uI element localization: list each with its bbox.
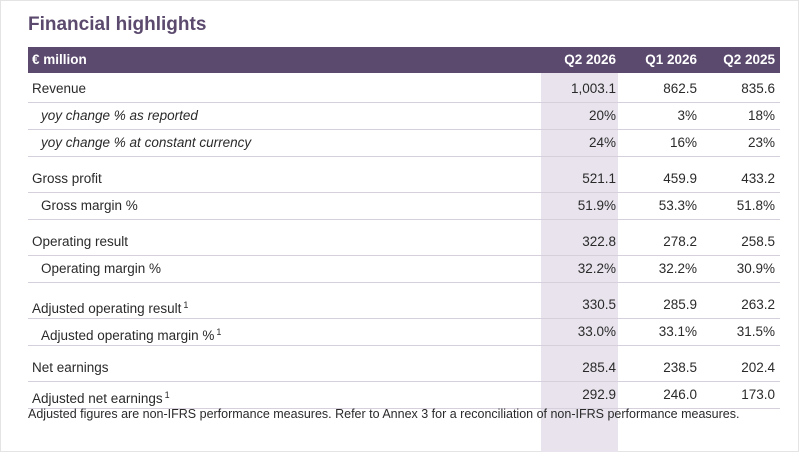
row-value-q2-2026: 521.1 xyxy=(582,171,616,186)
row-value-q2-2026: 20% xyxy=(588,108,616,123)
page-title: Financial highlights xyxy=(28,14,207,35)
row-value-q1-2026: 3% xyxy=(677,108,697,123)
row-value-q2-2025: 51.8% xyxy=(736,198,775,213)
row-value-q1-2026: 238.5 xyxy=(663,360,697,375)
table-row: Operating result 322.8 278.2 258.5 xyxy=(28,229,780,256)
footnote-text: Adjusted figures are non-IFRS performanc… xyxy=(28,407,740,421)
row-value-q1-2026: 278.2 xyxy=(663,234,697,249)
row-label: Revenue xyxy=(32,81,87,96)
table-row: Gross profit 521.1 459.9 433.2 xyxy=(28,166,780,193)
row-value-q2-2026: 322.8 xyxy=(582,234,616,249)
row-label: Net earnings xyxy=(32,360,109,375)
row-value-q2-2026: 292.9 xyxy=(582,387,616,402)
row-value-q2-2026: 33.0% xyxy=(577,324,616,339)
row-value-q1-2026: 862.5 xyxy=(663,81,697,96)
row-label: Adjusted operating result 1 xyxy=(32,300,189,316)
table-row: Net earnings 285.4 238.5 202.4 xyxy=(28,355,780,382)
table-row: Adjusted operating result 1 330.5 285.9 2… xyxy=(28,292,780,319)
row-value-q2-2025: 31.5% xyxy=(736,324,775,339)
row-label: Adjusted operating margin % 1 xyxy=(41,327,222,343)
row-label: Gross margin % xyxy=(41,198,138,213)
row-value-q1-2026: 16% xyxy=(669,135,697,150)
footnote-marker: 1 xyxy=(216,327,222,337)
row-value-q1-2026: 32.2% xyxy=(658,261,697,276)
row-value-q2-2026: 51.9% xyxy=(577,198,616,213)
header-col-q2-2025: Q2 2025 xyxy=(723,52,775,67)
row-value-q2-2025: 23% xyxy=(747,135,775,150)
row-value-q2-2025: 433.2 xyxy=(741,171,775,186)
row-value-q2-2026: 285.4 xyxy=(582,360,616,375)
footnote-marker: 1 xyxy=(164,390,170,400)
row-value-q2-2025: 835.6 xyxy=(741,81,775,96)
row-value-q2-2026: 24% xyxy=(588,135,616,150)
row-label: yoy change % as reported xyxy=(41,108,198,123)
row-value-q2-2025: 202.4 xyxy=(741,360,775,375)
row-value-q2-2025: 18% xyxy=(747,108,775,123)
header-col-q2-2026: Q2 2026 xyxy=(564,52,616,67)
row-value-q1-2026: 459.9 xyxy=(663,171,697,186)
table-row: yoy change % at constant currency 24% 16… xyxy=(28,130,780,157)
row-label: Adjusted net earnings 1 xyxy=(32,390,170,406)
row-value-q2-2026: 32.2% xyxy=(577,261,616,276)
row-value-q1-2026: 285.9 xyxy=(663,297,697,312)
table-row: Adjusted net earnings 1 292.9 246.0 173.0 xyxy=(28,382,780,409)
table-row: Adjusted operating margin % 1 33.0% 33.1%… xyxy=(28,319,780,346)
row-value-q2-2025: 258.5 xyxy=(741,234,775,249)
row-label: yoy change % at constant currency xyxy=(41,135,252,150)
row-value-q1-2026: 53.3% xyxy=(658,198,697,213)
table-header: € million Q2 2026 Q1 2026 Q2 2025 xyxy=(28,47,780,73)
header-label: € million xyxy=(32,52,87,67)
row-value-q2-2025: 263.2 xyxy=(741,297,775,312)
row-label: Operating result xyxy=(32,234,129,249)
table-row: yoy change % as reported 20% 3% 18% xyxy=(28,103,780,130)
row-value-q2-2025: 30.9% xyxy=(736,261,775,276)
row-value-q2-2026: 330.5 xyxy=(582,297,616,312)
table-row: Operating margin % 32.2% 32.2% 30.9% xyxy=(28,256,780,283)
header-col-q1-2026: Q1 2026 xyxy=(645,52,697,67)
row-value-q1-2026: 33.1% xyxy=(658,324,697,339)
row-label: Operating margin % xyxy=(41,261,162,276)
row-value-q2-2025: 173.0 xyxy=(741,387,775,402)
row-label: Gross profit xyxy=(32,171,102,186)
row-value-q2-2026: 1,003.1 xyxy=(570,81,616,96)
table-row: Revenue 1,003.1 862.5 835.6 xyxy=(28,76,780,103)
row-value-q1-2026: 246.0 xyxy=(663,387,697,402)
table-row: Gross margin % 51.9% 53.3% 51.8% xyxy=(28,193,780,220)
footnote-marker: 1 xyxy=(183,300,189,310)
current-quarter-highlight xyxy=(541,73,618,452)
